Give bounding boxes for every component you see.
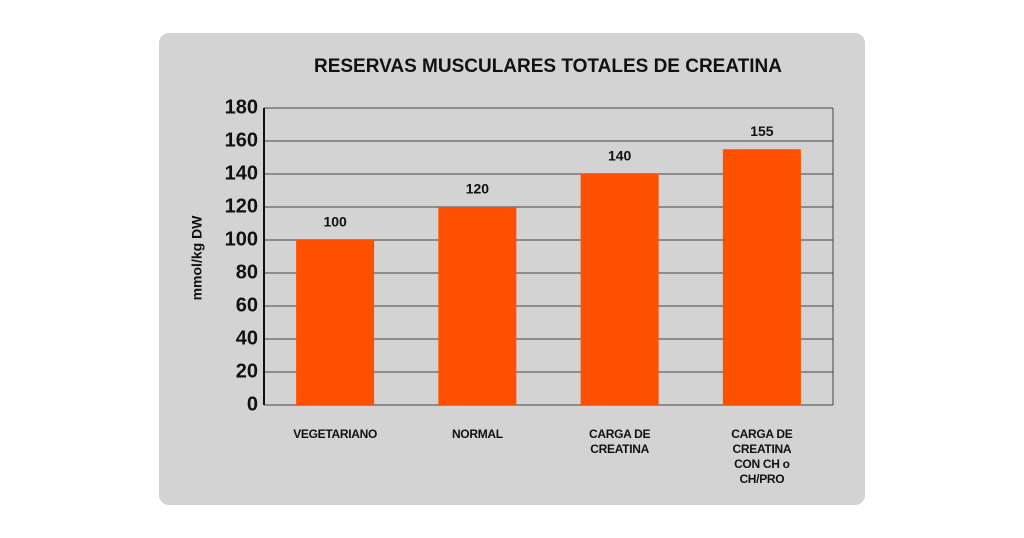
- y-tick-label: 180: [225, 96, 258, 118]
- y-tick-label: 20: [236, 360, 258, 382]
- value-label: 155: [750, 123, 774, 139]
- x-tick-label: NORMAL: [451, 427, 503, 441]
- bar: [580, 174, 659, 405]
- y-tick-label: 80: [236, 261, 258, 283]
- y-tick-label: 60: [236, 294, 258, 316]
- x-tick-label: CARGA DE CREATINA CON CH o CH/PRO: [731, 427, 793, 486]
- y-tick-label: 0: [247, 393, 258, 415]
- chart-title: RESERVAS MUSCULARES TOTALES DE CREATINA: [314, 56, 782, 77]
- y-tick-label: 120: [225, 195, 258, 217]
- y-tick-label: 160: [225, 129, 258, 151]
- x-tick-label-box: NORMAL: [451, 427, 503, 441]
- y-tick-label: 100: [225, 228, 258, 250]
- y-tick-label: 40: [236, 327, 258, 349]
- bar: [296, 240, 375, 405]
- value-label: 100: [323, 214, 347, 230]
- x-tick-label: CARGA DE CREATINA: [589, 427, 651, 456]
- y-axis-label: mmol/kg DW: [189, 215, 205, 301]
- bar: [438, 207, 517, 405]
- value-label: 120: [466, 181, 490, 197]
- y-tick-label: 140: [225, 162, 258, 184]
- x-tick-label-box: VEGETARIANO: [293, 427, 378, 441]
- x-tick-label: VEGETARIANO: [293, 427, 378, 441]
- bar: [722, 149, 801, 405]
- value-label: 140: [608, 148, 632, 164]
- x-tick-label-box: CARGA DE CREATINA: [589, 427, 651, 456]
- x-tick-label-box: CARGA DE CREATINA CON CH o CH/PRO: [731, 427, 793, 486]
